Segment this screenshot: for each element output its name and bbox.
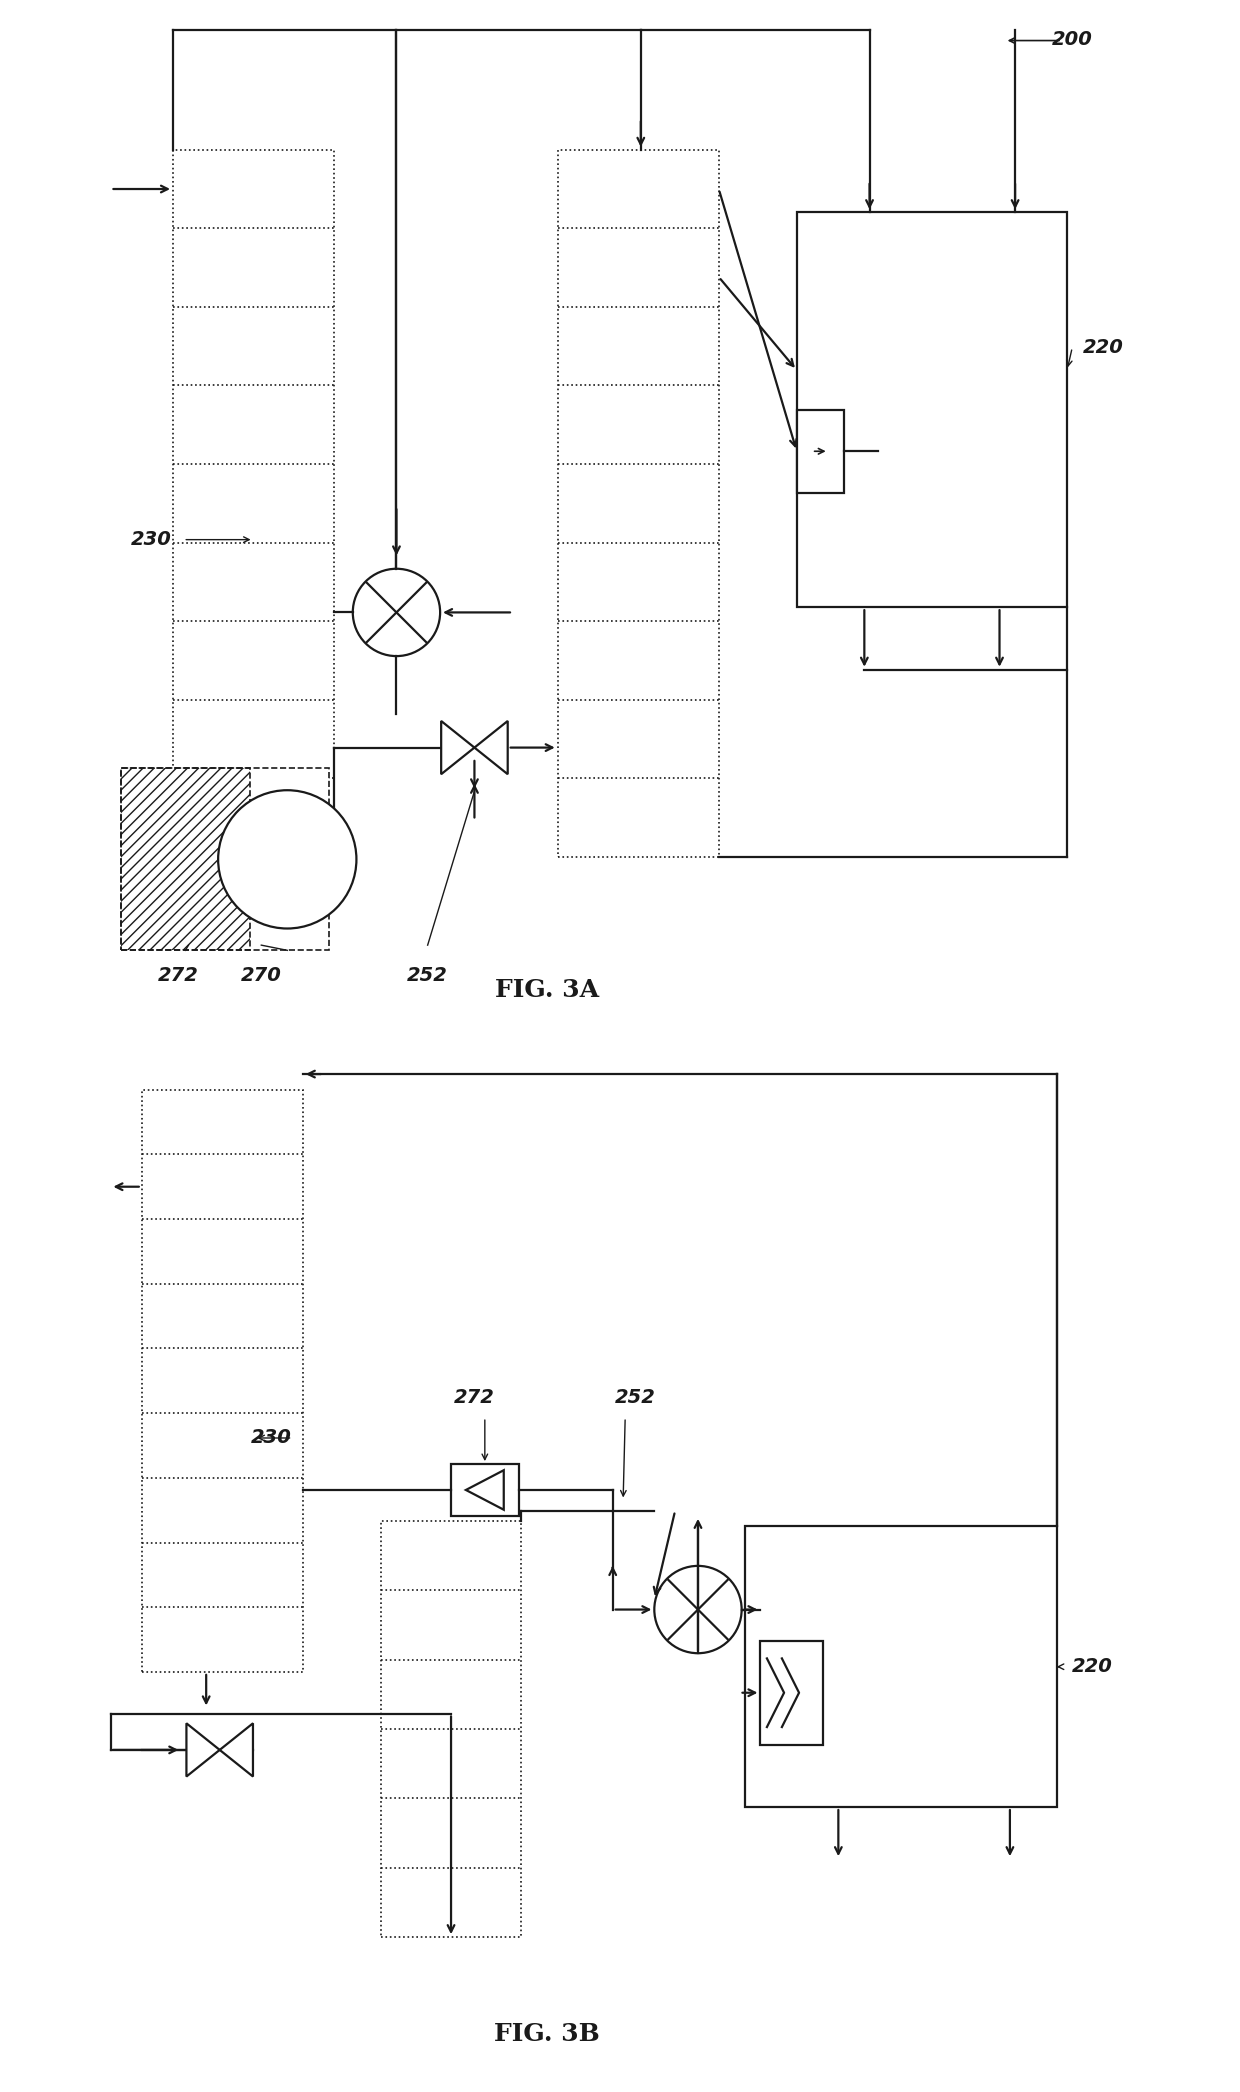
Text: 252: 252 <box>615 1387 656 1406</box>
Bar <box>451 1464 518 1517</box>
Text: 230: 230 <box>131 529 172 548</box>
Text: 220: 220 <box>1083 337 1123 358</box>
Bar <box>558 151 719 858</box>
Circle shape <box>655 1567 742 1653</box>
Bar <box>122 768 329 950</box>
Circle shape <box>353 569 440 657</box>
Polygon shape <box>186 1724 219 1776</box>
Text: 230: 230 <box>250 1429 291 1448</box>
Polygon shape <box>219 1724 253 1776</box>
Text: FIG. 3B: FIG. 3B <box>495 2023 600 2046</box>
Bar <box>172 151 334 858</box>
Bar <box>797 211 1068 607</box>
Bar <box>760 1640 823 1745</box>
Polygon shape <box>441 722 475 774</box>
Circle shape <box>218 791 356 929</box>
Bar <box>797 410 843 494</box>
Bar <box>745 1527 1056 1807</box>
Bar <box>122 768 249 950</box>
Text: FIG. 3A: FIG. 3A <box>495 979 599 1002</box>
Text: 272: 272 <box>157 967 198 985</box>
Text: 272: 272 <box>454 1387 495 1406</box>
Text: 220: 220 <box>1073 1657 1114 1676</box>
Text: 200: 200 <box>1052 29 1092 48</box>
Text: 270: 270 <box>241 967 281 985</box>
Bar <box>141 1090 303 1672</box>
Polygon shape <box>475 722 507 774</box>
Text: 252: 252 <box>407 967 448 985</box>
Polygon shape <box>466 1471 503 1510</box>
Bar <box>381 1521 521 1937</box>
